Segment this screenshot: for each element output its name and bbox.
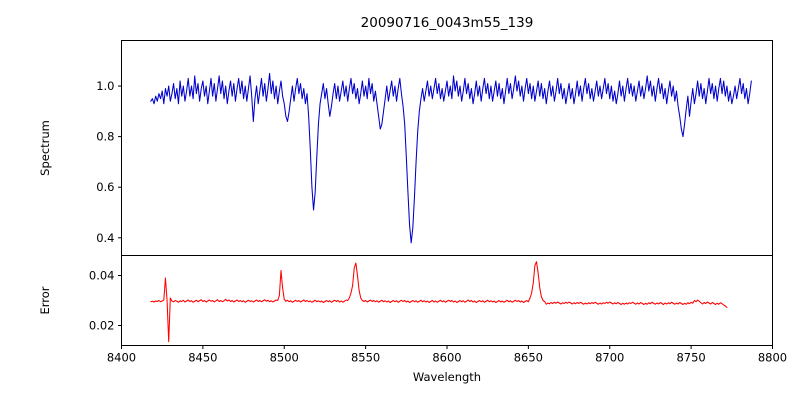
x-tick-label: 8450 bbox=[188, 351, 217, 365]
spectrum-y-axis-label: Spectrum bbox=[38, 120, 52, 176]
x-axis-label: Wavelength bbox=[413, 370, 481, 384]
error-line bbox=[150, 261, 728, 343]
spectrum-panel-frame bbox=[121, 40, 773, 256]
x-tick-label: 8600 bbox=[432, 351, 461, 365]
error-ytick-label: 0.04 bbox=[89, 269, 115, 283]
error-series-group bbox=[150, 261, 728, 343]
x-tick-label: 8800 bbox=[758, 351, 787, 365]
error-y-axis-label: Error bbox=[38, 286, 52, 314]
chart-title: 20090716_0043m55_139 bbox=[361, 15, 534, 31]
spectrum-ytick-label: 0.8 bbox=[96, 130, 114, 144]
spectrum-series-group bbox=[150, 72, 752, 244]
spectrum-line bbox=[150, 72, 752, 244]
x-tick-label: 8650 bbox=[514, 351, 543, 365]
spectrum-ytick-label: 1.0 bbox=[96, 79, 114, 93]
x-tick-label: 8400 bbox=[107, 351, 136, 365]
spectrum-ytick-label: 0.4 bbox=[96, 231, 114, 245]
x-tick-label: 8550 bbox=[351, 351, 380, 365]
error-panel-frame bbox=[121, 255, 773, 346]
error-ytick-label: 0.02 bbox=[89, 319, 115, 333]
x-tick-label: 8750 bbox=[676, 351, 705, 365]
x-tick-label: 8500 bbox=[270, 351, 299, 365]
x-tick-label: 8700 bbox=[595, 351, 624, 365]
spectrum-ytick-label: 0.6 bbox=[96, 180, 114, 194]
